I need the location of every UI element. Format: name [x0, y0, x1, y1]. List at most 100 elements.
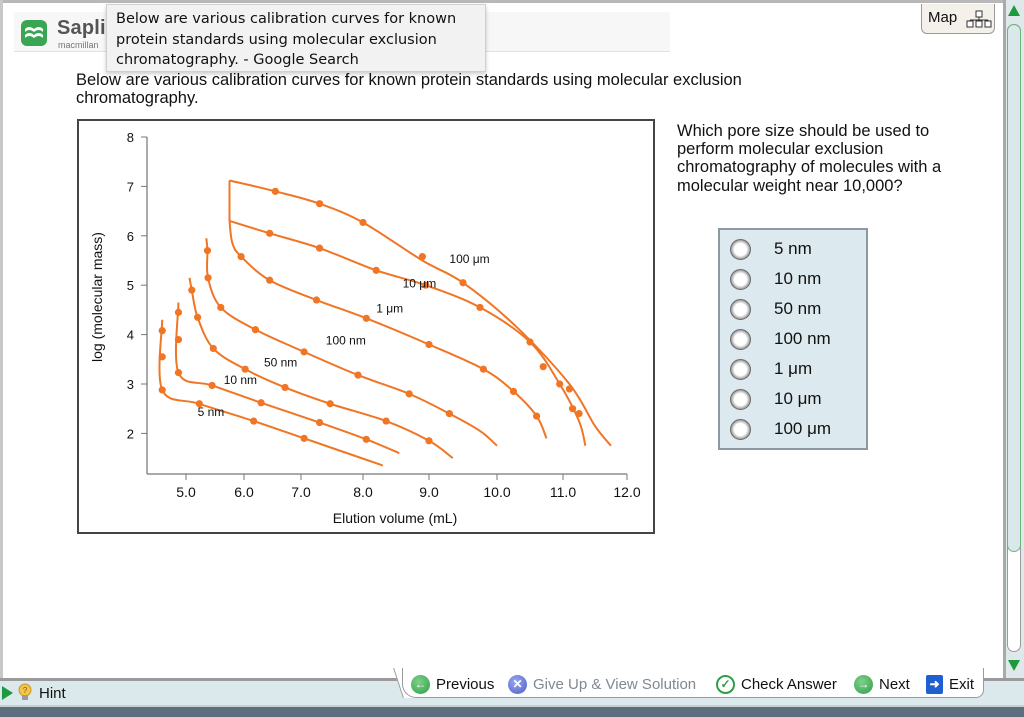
- option-1um[interactable]: 1 μm: [730, 356, 860, 382]
- data-point: [526, 338, 534, 346]
- data-point: [300, 434, 308, 442]
- data-point: [174, 335, 183, 344]
- data-point: [539, 363, 547, 371]
- option-label: 5 nm: [774, 239, 812, 258]
- next-button[interactable]: → Next: [854, 674, 910, 694]
- data-point: [459, 279, 467, 287]
- curve-label: 10 μm: [403, 277, 437, 291]
- question-intro-text: Below are various calibration curves for…: [76, 71, 742, 107]
- data-point: [204, 274, 212, 282]
- data-point: [316, 200, 324, 208]
- window-left-border: [0, 0, 3, 678]
- window-top-border: [0, 0, 1003, 3]
- radio-button[interactable]: [730, 328, 751, 350]
- data-point: [158, 327, 166, 335]
- navigation-tab: [402, 668, 984, 698]
- sitemap-icon: [966, 10, 992, 28]
- logo-text: Saplir: [57, 17, 114, 39]
- data-point: [509, 387, 518, 396]
- x-tick-label: 9.0: [419, 484, 439, 500]
- option-10nm[interactable]: 10 nm: [730, 266, 860, 292]
- lightbulb-icon: ?: [18, 683, 32, 700]
- data-point: [188, 286, 196, 294]
- give-up-label: Give Up & View Solution: [533, 675, 697, 693]
- calibration-curve: [228, 220, 548, 439]
- x-tick-label: 5.0: [176, 484, 196, 500]
- radio-button[interactable]: [730, 298, 751, 320]
- data-point: [326, 400, 334, 408]
- calibration-curve: [229, 179, 612, 447]
- option-label: 100 nm: [774, 329, 831, 348]
- x-tick-label: 6.0: [234, 484, 254, 500]
- radio-button[interactable]: [730, 358, 751, 380]
- question-text: Which pore size should be used to perfor…: [677, 122, 942, 195]
- data-point: [575, 410, 583, 418]
- curve-label: 10 nm: [224, 373, 257, 387]
- x-tick-label: 11.0: [550, 484, 576, 500]
- option-100nm[interactable]: 100 nm: [730, 326, 860, 352]
- y-tick-label: 8: [127, 130, 134, 145]
- calibration-chart: 2 3 4 5 6 7 8 5.0 6.0 7.0 8.0 9.0 10.0 11.0 12.0 Elutio…: [77, 119, 655, 534]
- y-tick-label: 5: [127, 278, 134, 293]
- check-answer-button[interactable]: ✓ Check Answer: [716, 674, 837, 694]
- data-point: [271, 187, 279, 195]
- previous-button[interactable]: ← Previous: [411, 674, 494, 694]
- exit-door-icon: ➜: [926, 674, 943, 694]
- logo-subtext: macmillan: [58, 40, 99, 50]
- link-tooltip: Below are various calibration curves for…: [106, 4, 486, 72]
- y-axis-label: log (molecular mass): [89, 232, 105, 362]
- expand-triangle-icon: [2, 686, 13, 700]
- data-point: [250, 417, 258, 425]
- option-100um[interactable]: 100 μm: [730, 416, 860, 442]
- data-point: [362, 435, 370, 443]
- data-point: [422, 281, 430, 289]
- curve-label: 50 nm: [264, 356, 297, 370]
- data-point: [354, 371, 362, 379]
- exit-label: Exit: [949, 675, 975, 693]
- curve-label: 100 nm: [326, 333, 366, 347]
- calibration-curve: [188, 277, 454, 459]
- data-point: [405, 390, 413, 398]
- scroll-up-arrow-icon[interactable]: [1008, 5, 1020, 16]
- radio-button[interactable]: [730, 388, 751, 410]
- scroll-down-arrow-icon[interactable]: [1008, 660, 1020, 671]
- data-point: [209, 344, 217, 353]
- data-point: [382, 417, 390, 425]
- arrow-left-icon: ←: [411, 674, 430, 694]
- data-point: [237, 252, 245, 261]
- data-point: [266, 229, 274, 237]
- data-point: [266, 276, 274, 284]
- option-label: 1 μm: [774, 359, 813, 378]
- radio-button[interactable]: [730, 238, 751, 260]
- calibration-curve: [229, 220, 587, 447]
- y-tick-label: 7: [127, 179, 134, 194]
- data-point: [569, 405, 577, 413]
- svg-text:?: ?: [23, 686, 28, 695]
- data-point: [174, 308, 183, 316]
- data-point: [300, 348, 308, 356]
- radio-button[interactable]: [730, 268, 751, 290]
- option-50nm[interactable]: 50 nm: [730, 296, 860, 322]
- option-label: 100 μm: [774, 419, 832, 438]
- give-up-button[interactable]: ✕ Give Up & View Solution: [508, 674, 696, 694]
- map-button[interactable]: Map: [921, 4, 995, 34]
- arrow-right-icon: →: [854, 674, 873, 694]
- data-point: [208, 381, 216, 390]
- scrollbar-thumb[interactable]: [1007, 24, 1021, 552]
- y-tick-label: 2: [127, 426, 134, 441]
- exit-button[interactable]: ➜ Exit: [926, 674, 974, 694]
- radio-button[interactable]: [730, 418, 751, 440]
- curve-label: 5 nm: [198, 405, 225, 419]
- data-point: [158, 353, 166, 361]
- x-tick-label: 10.0: [483, 484, 510, 500]
- x-tick-label: 12.0: [613, 484, 640, 500]
- option-10um[interactable]: 10 μm: [730, 386, 860, 412]
- y-tick-label: 3: [127, 377, 134, 392]
- data-point: [565, 385, 574, 393]
- option-label: 10 μm: [774, 389, 822, 408]
- curve-label: 100 μm: [449, 252, 489, 266]
- data-point: [372, 266, 380, 274]
- option-5nm[interactable]: 5 nm: [730, 236, 860, 262]
- hint-button[interactable]: ? Hint: [2, 683, 66, 703]
